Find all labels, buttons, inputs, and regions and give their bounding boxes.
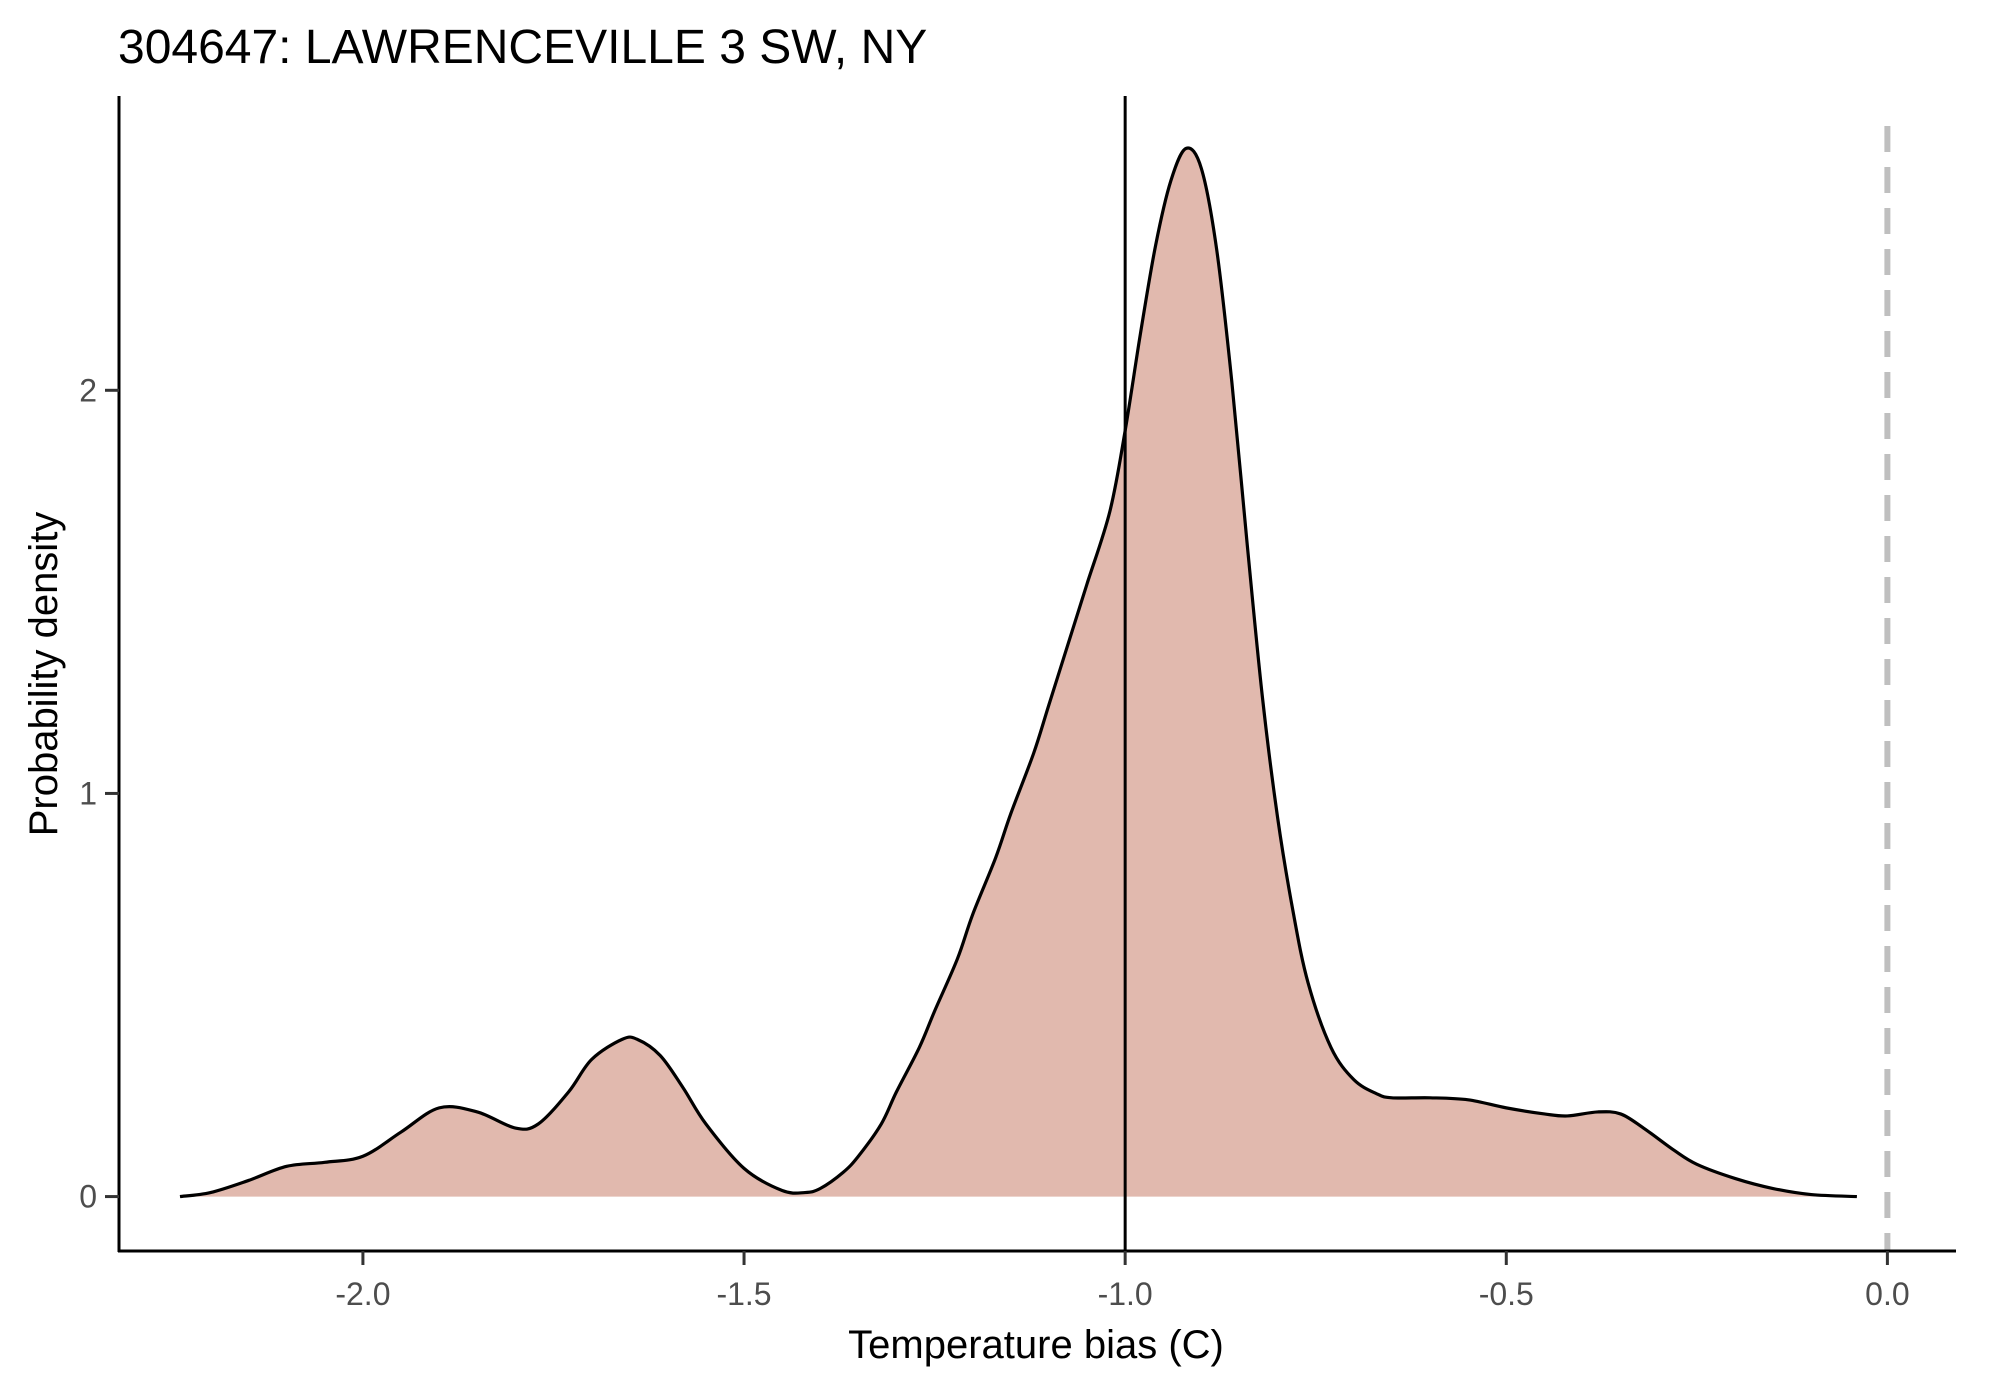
x-tick-label: -0.5 <box>1479 1276 1534 1312</box>
x-tick-label: -2.0 <box>335 1276 390 1312</box>
x-axis-title: Temperature bias (C) <box>848 1323 1224 1367</box>
density-line <box>179 146 1857 1199</box>
x-axis-ticks: -2.0 -1.5 -1.0 -0.5 0.0 <box>335 1251 1910 1312</box>
x-tick-label: 0.0 <box>1865 1276 1909 1312</box>
x-tick-label: -1.5 <box>716 1276 771 1312</box>
y-tick-label: 2 <box>79 372 97 408</box>
y-axis-title: Probability density <box>22 512 66 837</box>
y-tick-label: 0 <box>79 1179 97 1215</box>
y-tick-label: 1 <box>79 775 97 811</box>
x-tick-label: -1.0 <box>1098 1276 1153 1312</box>
density-area <box>179 148 1857 1197</box>
y-axis-ticks: 0 1 2 <box>79 372 119 1215</box>
chart-title: 304647: LAWRENCEVILLE 3 SW, NY <box>118 21 927 74</box>
plot-area <box>179 96 1891 1251</box>
